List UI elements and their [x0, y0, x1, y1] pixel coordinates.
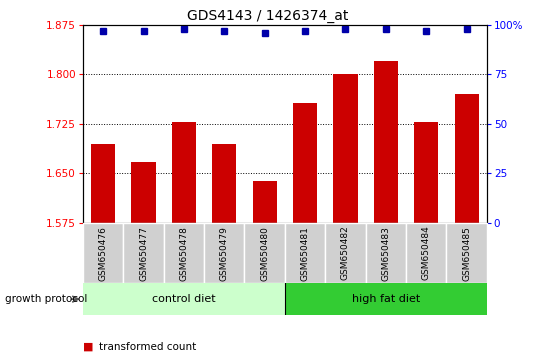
FancyBboxPatch shape: [83, 283, 285, 315]
Text: GSM650484: GSM650484: [422, 226, 431, 280]
Text: GSM650479: GSM650479: [220, 225, 229, 281]
FancyBboxPatch shape: [164, 223, 204, 283]
Bar: [132, 161, 156, 223]
Bar: [414, 122, 438, 223]
FancyBboxPatch shape: [124, 223, 164, 283]
FancyBboxPatch shape: [285, 223, 325, 283]
Text: GDS4143 / 1426374_at: GDS4143 / 1426374_at: [187, 9, 348, 23]
Text: GSM650480: GSM650480: [260, 225, 269, 281]
Text: GSM650483: GSM650483: [381, 225, 391, 281]
Bar: [333, 74, 357, 223]
Text: transformed count: transformed count: [99, 342, 196, 352]
Bar: [293, 103, 317, 223]
FancyBboxPatch shape: [244, 223, 285, 283]
FancyBboxPatch shape: [406, 223, 447, 283]
FancyBboxPatch shape: [83, 223, 124, 283]
FancyBboxPatch shape: [366, 223, 406, 283]
Bar: [91, 144, 115, 223]
Text: high fat diet: high fat diet: [351, 294, 420, 304]
Bar: [212, 144, 236, 223]
Bar: [253, 181, 277, 223]
Text: GSM650482: GSM650482: [341, 226, 350, 280]
FancyBboxPatch shape: [325, 223, 366, 283]
Text: control diet: control diet: [152, 294, 216, 304]
FancyBboxPatch shape: [447, 223, 487, 283]
FancyBboxPatch shape: [285, 283, 487, 315]
Text: growth protocol: growth protocol: [5, 294, 88, 304]
Bar: [172, 122, 196, 223]
Bar: [455, 94, 479, 223]
Text: GSM650485: GSM650485: [462, 225, 471, 281]
Text: GSM650476: GSM650476: [98, 225, 108, 281]
Text: ■: ■: [83, 342, 94, 352]
Text: GSM650477: GSM650477: [139, 225, 148, 281]
Bar: [374, 61, 398, 223]
FancyBboxPatch shape: [204, 223, 244, 283]
Text: GSM650478: GSM650478: [179, 225, 188, 281]
Text: GSM650481: GSM650481: [301, 225, 310, 281]
